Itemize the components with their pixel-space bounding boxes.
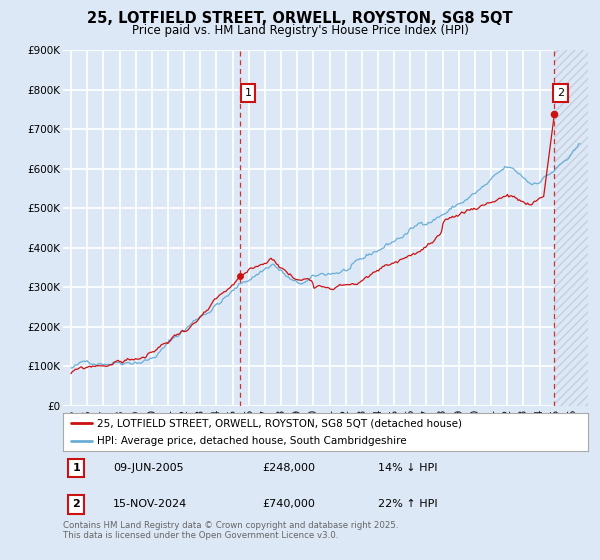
Text: £740,000: £740,000: [263, 500, 316, 509]
Text: 09-JUN-2005: 09-JUN-2005: [113, 463, 184, 473]
Text: 22% ↑ HPI: 22% ↑ HPI: [378, 500, 437, 509]
Text: 2: 2: [72, 500, 80, 509]
Text: 15-NOV-2024: 15-NOV-2024: [113, 500, 187, 509]
Text: Price paid vs. HM Land Registry's House Price Index (HPI): Price paid vs. HM Land Registry's House …: [131, 24, 469, 36]
Bar: [554, 50, 600, 406]
Text: 25, LOTFIELD STREET, ORWELL, ROYSTON, SG8 5QT (detached house): 25, LOTFIELD STREET, ORWELL, ROYSTON, SG…: [97, 418, 462, 428]
Text: 2: 2: [557, 88, 564, 98]
Text: This data is licensed under the Open Government Licence v3.0.: This data is licensed under the Open Gov…: [63, 531, 338, 540]
Text: 1: 1: [72, 463, 80, 473]
Text: HPI: Average price, detached house, South Cambridgeshire: HPI: Average price, detached house, Sout…: [97, 436, 407, 446]
Text: 14% ↓ HPI: 14% ↓ HPI: [378, 463, 437, 473]
Bar: [554, 50, 600, 406]
Text: Contains HM Land Registry data © Crown copyright and database right 2025.: Contains HM Land Registry data © Crown c…: [63, 521, 398, 530]
Text: 1: 1: [245, 88, 251, 98]
Text: £248,000: £248,000: [263, 463, 316, 473]
Text: 25, LOTFIELD STREET, ORWELL, ROYSTON, SG8 5QT: 25, LOTFIELD STREET, ORWELL, ROYSTON, SG…: [87, 11, 513, 26]
